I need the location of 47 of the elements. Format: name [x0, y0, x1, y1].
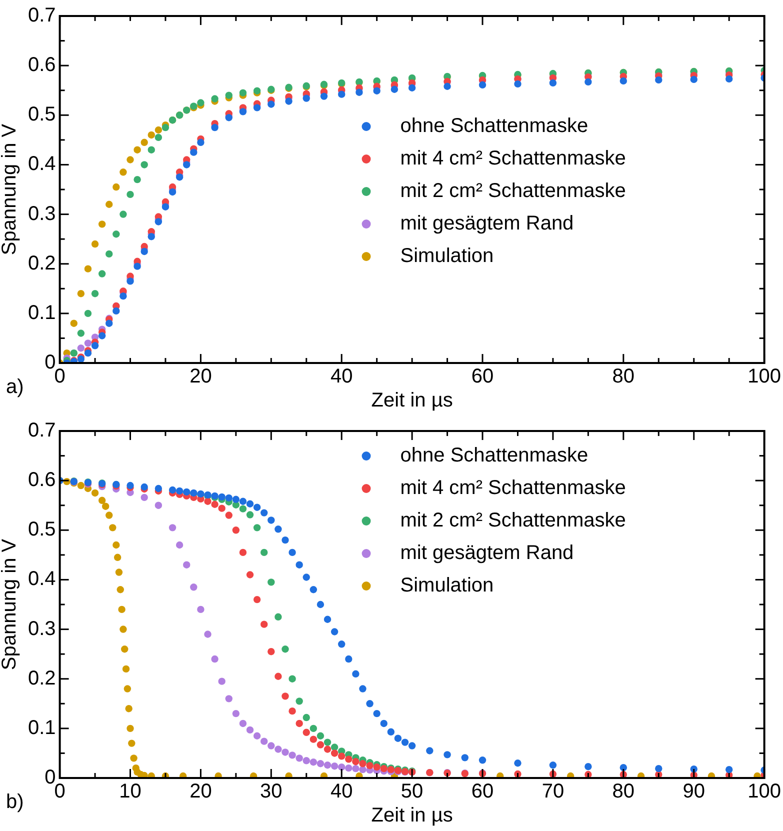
x-axis-title: Zeit in µs	[371, 804, 453, 827]
x-tick-label: 100	[748, 780, 782, 803]
legend-label: mit 4 cm² Schattenmaske	[400, 477, 626, 500]
y-tick-label: 0.7	[28, 420, 56, 442]
x-tick-label: 60	[471, 780, 494, 803]
y-tick-label: 0.4	[28, 568, 56, 590]
x-tick-label: 30	[260, 780, 282, 803]
legend-label: mit 2 cm² Schattenmaske	[400, 180, 626, 202]
x-tick-label: 60	[471, 366, 494, 388]
legend-label: Simulation	[400, 245, 494, 268]
y-tick-label: 0.5	[28, 518, 56, 541]
y-tick-label: 0.3	[28, 202, 56, 225]
y-tick-label: 0	[44, 352, 56, 374]
legend-label: mit gesägtem Rand	[400, 212, 574, 235]
legend-label: mit 4 cm² Schattenmaske	[400, 148, 626, 170]
x-tick-label: 70	[542, 780, 564, 803]
legend-label: mit 2 cm² Schattenmaske	[400, 510, 626, 532]
y-tick-label: 0.6	[28, 54, 56, 76]
y-axis-title: Spannung in V	[0, 123, 21, 256]
x-tick-label: 20	[190, 780, 212, 803]
legend-label: Simulation	[400, 574, 494, 597]
x-tick-label: 100	[748, 366, 782, 388]
text: a)	[6, 375, 24, 399]
y-axis-title: Spannung in V	[0, 538, 21, 670]
y-tick-label: 0.2	[28, 252, 56, 274]
x-tick-label: 40	[330, 780, 353, 803]
x-tick-label: 50	[400, 780, 424, 803]
x-tick-label: 90	[682, 780, 705, 803]
x-tick-label: 80	[612, 366, 635, 388]
y-tick-label: 0.5	[28, 104, 56, 126]
x-tick-label: 20	[190, 366, 212, 388]
y-tick-label: 0.7	[28, 4, 56, 27]
y-tick-label: 0.1	[28, 716, 56, 739]
y-tick-label: 0.2	[28, 667, 56, 690]
x-axis-title: Zeit in µs	[371, 390, 453, 412]
y-tick-label: 0.3	[28, 618, 56, 640]
y-tick-label: 0	[44, 766, 56, 789]
text: b)	[6, 790, 24, 814]
y-tick-label: 0.6	[28, 469, 56, 492]
x-tick-label: 10	[119, 780, 142, 803]
legend-label: ohne Schattenmaske	[400, 444, 588, 467]
y-tick-label: 0.1	[28, 302, 56, 324]
legend-label: ohne Schattenmaske	[400, 115, 588, 138]
y-tick-label: 0.4	[28, 153, 56, 176]
legend-label: mit gesägtem Rand	[400, 542, 574, 564]
x-tick-label: 80	[612, 780, 635, 803]
x-tick-label: 40	[330, 366, 353, 388]
